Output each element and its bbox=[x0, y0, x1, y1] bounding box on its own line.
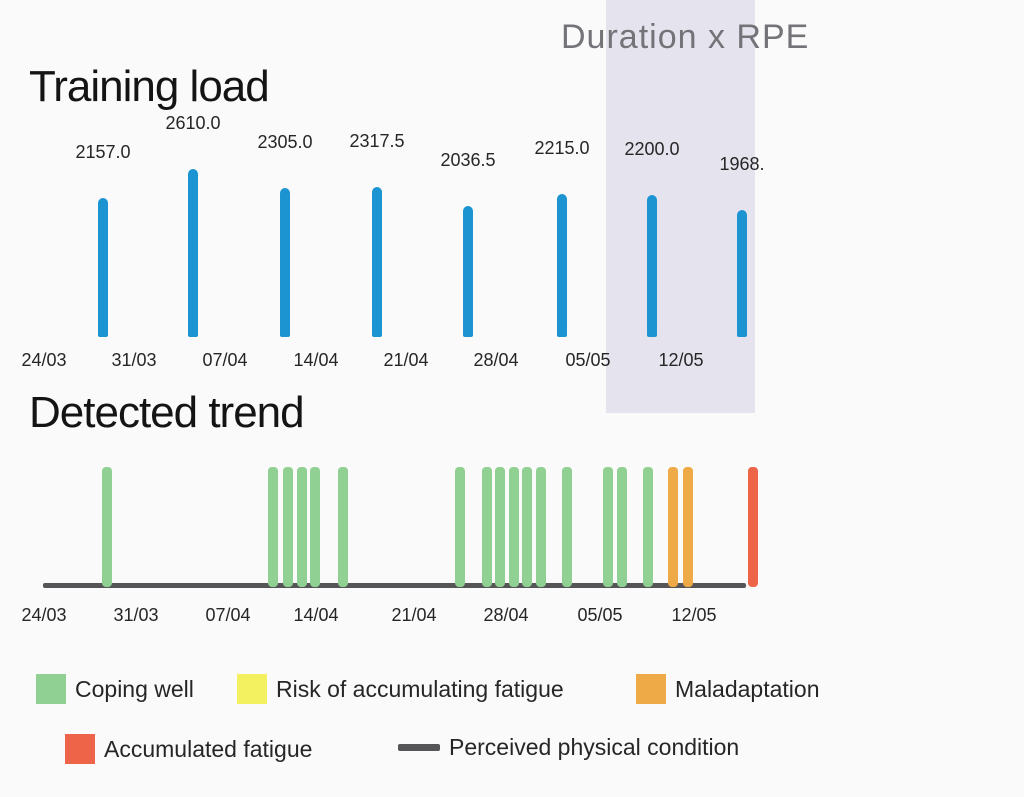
trend-status-bar-coping-well bbox=[562, 467, 572, 587]
bar-value-label: 2200.0 bbox=[624, 139, 680, 159]
training-load-bar bbox=[372, 187, 382, 337]
legend-label: Accumulated fatigue bbox=[104, 735, 313, 762]
chart-subtitle-duration-rpe: Duration x RPE bbox=[561, 18, 810, 56]
legend-item-accumulated-fatigue: Accumulated fatigue bbox=[65, 734, 312, 764]
training-load-bar bbox=[188, 169, 198, 337]
coping-well-swatch bbox=[36, 674, 66, 704]
training-load-bar bbox=[98, 198, 108, 337]
training-load-bar bbox=[463, 206, 473, 337]
legend-label: Risk of accumulating fatigue bbox=[276, 675, 564, 702]
risk-fatigue-swatch bbox=[237, 674, 267, 704]
training-load-bar bbox=[647, 195, 657, 337]
training-axis-label: 21/04 bbox=[383, 350, 429, 370]
trend-status-bar-coping-well bbox=[338, 467, 348, 587]
bar-value-label: 2317.5 bbox=[349, 131, 405, 151]
trend-status-bar-accumulated-fatigue bbox=[748, 467, 758, 587]
trend-status-bar-coping-well bbox=[495, 467, 505, 587]
legend-item-perceived-condition: Perceived physical condition bbox=[398, 734, 739, 761]
legend-label: Perceived physical condition bbox=[449, 734, 740, 760]
training-axis-label: 12/05 bbox=[658, 350, 704, 370]
detected-trend-heading: Detected trend bbox=[29, 388, 305, 437]
trend-status-bar-coping-well bbox=[509, 467, 519, 587]
trend-status-bar-coping-well bbox=[617, 467, 627, 587]
training-load-bar bbox=[737, 210, 747, 337]
highlight-band bbox=[606, 0, 755, 413]
training-axis-label: 28/04 bbox=[473, 350, 519, 370]
training-load-bar bbox=[280, 188, 290, 337]
bar-value-label: 1968. bbox=[719, 154, 765, 174]
bar-value-label: 2157.0 bbox=[75, 142, 131, 162]
training-axis-label: 14/04 bbox=[293, 350, 339, 370]
training-load-bar bbox=[557, 194, 567, 337]
legend-label: Coping well bbox=[75, 675, 194, 702]
legend-item-risk-fatigue: Risk of accumulating fatigue bbox=[237, 674, 564, 704]
legend-item-maladaptation: Maladaptation bbox=[636, 674, 820, 704]
trend-axis-label: 28/04 bbox=[483, 605, 529, 625]
trend-axis-label: 24/03 bbox=[21, 605, 67, 625]
trend-status-bar-maladaptation bbox=[683, 467, 693, 587]
trend-status-bar-coping-well bbox=[268, 467, 278, 587]
trend-status-bar-coping-well bbox=[310, 467, 320, 587]
trend-status-bar-coping-well bbox=[536, 467, 546, 587]
bar-value-label: 2610.0 bbox=[165, 113, 221, 133]
trend-status-bar-coping-well bbox=[482, 467, 492, 587]
trend-axis-label: 05/05 bbox=[577, 605, 623, 625]
trend-baseline bbox=[43, 583, 746, 588]
accumulated-fatigue-swatch bbox=[65, 734, 95, 764]
trend-axis-label: 07/04 bbox=[205, 605, 251, 625]
trend-status-bar-coping-well bbox=[603, 467, 613, 587]
legend-item-coping-well: Coping well bbox=[36, 674, 194, 704]
trend-axis-label: 14/04 bbox=[293, 605, 339, 625]
perceived-condition-line-swatch bbox=[398, 744, 440, 751]
trend-axis-label: 31/03 bbox=[113, 605, 159, 625]
bar-value-label: 2215.0 bbox=[534, 138, 590, 158]
training-axis-label: 07/04 bbox=[202, 350, 248, 370]
training-axis-label: 24/03 bbox=[21, 350, 67, 370]
trend-status-bar-maladaptation bbox=[668, 467, 678, 587]
trend-axis-label: 12/05 bbox=[671, 605, 717, 625]
trend-status-bar-coping-well bbox=[522, 467, 532, 587]
trend-status-bar-coping-well bbox=[283, 467, 293, 587]
bar-value-label: 2036.5 bbox=[440, 150, 496, 170]
trend-axis-label: 21/04 bbox=[391, 605, 437, 625]
bar-value-label: 2305.0 bbox=[257, 132, 313, 152]
trend-status-bar-coping-well bbox=[102, 467, 112, 587]
trend-status-bar-coping-well bbox=[455, 467, 465, 587]
trend-status-bar-coping-well bbox=[643, 467, 653, 587]
trend-status-bar-coping-well bbox=[297, 467, 307, 587]
training-axis-label: 05/05 bbox=[565, 350, 611, 370]
maladaptation-swatch bbox=[636, 674, 666, 704]
training-load-heading: Training load bbox=[29, 62, 270, 111]
training-axis-label: 31/03 bbox=[111, 350, 157, 370]
legend-label: Maladaptation bbox=[675, 675, 820, 702]
